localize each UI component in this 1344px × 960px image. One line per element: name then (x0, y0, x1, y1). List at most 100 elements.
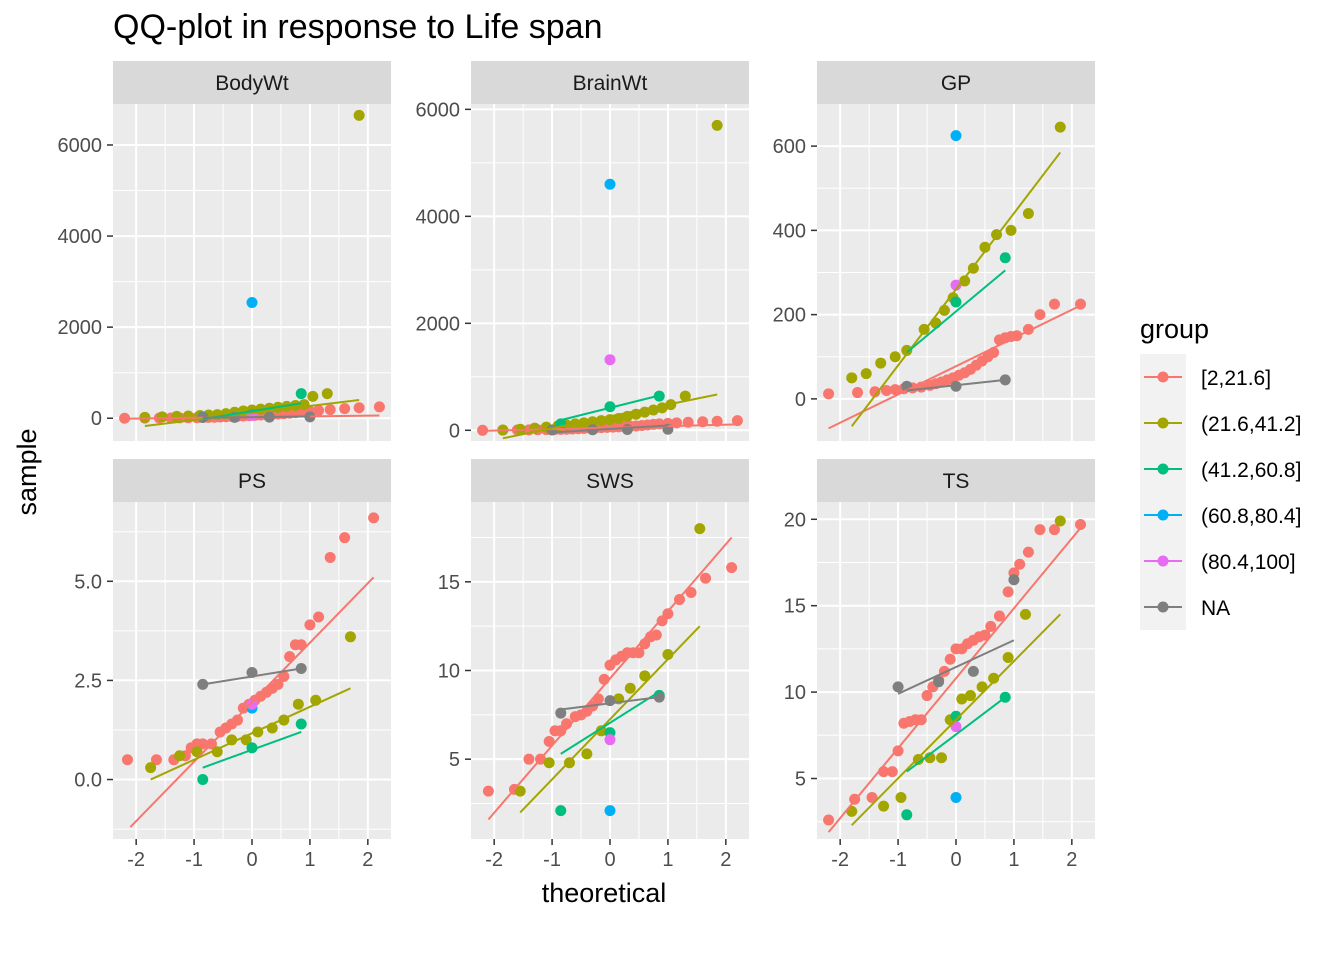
data-point (889, 384, 901, 396)
data-point (988, 672, 1000, 684)
data-point (633, 647, 645, 659)
data-point (307, 390, 319, 402)
data-point (482, 785, 494, 797)
x-tick-label: 0 (604, 849, 615, 871)
legend-item: (60.8,80.4] (1144, 505, 1301, 528)
data-point (944, 653, 956, 665)
legend-item: [2,21.6] (1144, 367, 1271, 390)
qq-reference-line (519, 625, 701, 814)
data-point (171, 410, 183, 422)
facet-strip-label: TS (943, 470, 970, 493)
facet-strip (817, 61, 1095, 104)
data-point (959, 275, 971, 287)
data-point (933, 676, 945, 688)
data-point (1002, 652, 1014, 664)
y-tick-label: 400 (773, 220, 806, 242)
legend-title: group (1140, 314, 1209, 344)
data-point (852, 387, 864, 399)
data-point (174, 750, 186, 762)
x-tick-label: -1 (889, 849, 907, 871)
data-point (993, 610, 1005, 622)
x-tick-label: -2 (127, 849, 145, 871)
data-point (1048, 524, 1060, 536)
qq-reference-line (828, 303, 1084, 430)
data-point (604, 734, 616, 746)
y-tick-label: 0.0 (74, 770, 102, 792)
data-point (1048, 298, 1060, 310)
data-point (1014, 558, 1026, 570)
y-tick-label: 200 (773, 305, 806, 327)
legend-item: (41.2,60.8] (1144, 459, 1301, 482)
data-point (604, 178, 616, 190)
legend-label: (80.4,100] (1201, 551, 1296, 574)
qq-reference-line (202, 402, 302, 421)
data-point (950, 296, 962, 308)
data-point (846, 372, 858, 384)
x-axis-title: theoretical (542, 878, 667, 908)
legend-item: (21.6,41.2] (1144, 413, 1301, 436)
data-point (145, 762, 157, 774)
data-layer (823, 121, 1087, 430)
data-point (595, 725, 607, 737)
data-point (950, 792, 962, 804)
data-point (292, 698, 304, 710)
data-point (139, 411, 151, 423)
y-tick-label: 0 (449, 420, 460, 442)
data-point (930, 317, 942, 329)
data-point (313, 611, 325, 623)
qq-reference-line (482, 423, 738, 432)
data-point (999, 252, 1011, 264)
legend-item: (80.4,100] (1144, 551, 1296, 574)
qq-reference-line (150, 687, 351, 781)
data-point (295, 718, 307, 730)
qq-reference-line (906, 378, 1006, 392)
data-point (662, 608, 674, 620)
qq-reference-line (560, 690, 660, 755)
qq-reference-line (827, 523, 1085, 833)
qq-reference-line (144, 399, 360, 427)
x-tick-label: 2 (720, 849, 731, 871)
data-point (921, 690, 933, 702)
facet-strip-label: SWS (586, 470, 634, 493)
y-tick-label: 5 (795, 769, 806, 791)
data-layer (119, 109, 385, 427)
x-tick-label: 0 (950, 849, 961, 871)
facet-strip-label: PS (238, 470, 266, 493)
facet-panel: BodyWt 0 2000 4000 6000 (58, 61, 391, 441)
y-tick-label: 10 (438, 661, 460, 683)
qq-reference-line (850, 151, 1062, 427)
facet-panels: BodyWt0200040006000BrainWt0200040006000G… (58, 61, 1095, 871)
data-point (1020, 608, 1031, 620)
x-tick-label: -2 (831, 849, 849, 871)
data-point (1008, 574, 1020, 586)
data-point (901, 809, 913, 821)
legend-item: NA (1144, 597, 1230, 620)
chart-title: QQ-plot in response to Life span (113, 8, 603, 46)
x-tick-label: -2 (485, 849, 503, 871)
data-point (726, 562, 738, 574)
data-point (979, 629, 991, 641)
legend-key-point (1157, 417, 1169, 429)
facet-strip (113, 459, 391, 502)
data-point (985, 620, 997, 632)
facet-strip (471, 459, 749, 502)
y-tick-label: 15 (784, 596, 806, 618)
qq-reference-line (552, 424, 668, 434)
data-point (936, 752, 948, 764)
data-point (694, 523, 706, 535)
data-point (964, 690, 976, 702)
y-tick-label: 2.5 (74, 670, 102, 692)
data-point (156, 411, 168, 423)
data-point (211, 746, 223, 758)
y-tick-label: 2000 (416, 313, 461, 335)
data-point (197, 738, 209, 750)
legend-label: NA (1201, 597, 1230, 620)
qq-reference-line (202, 667, 302, 686)
facet-panel: TS -2 -1 0 1 2 5 10 15 20 (784, 459, 1095, 871)
data-point (869, 386, 881, 398)
data-point (875, 357, 887, 369)
data-point (1034, 309, 1046, 321)
data-point (624, 682, 636, 694)
data-point (1054, 121, 1066, 133)
